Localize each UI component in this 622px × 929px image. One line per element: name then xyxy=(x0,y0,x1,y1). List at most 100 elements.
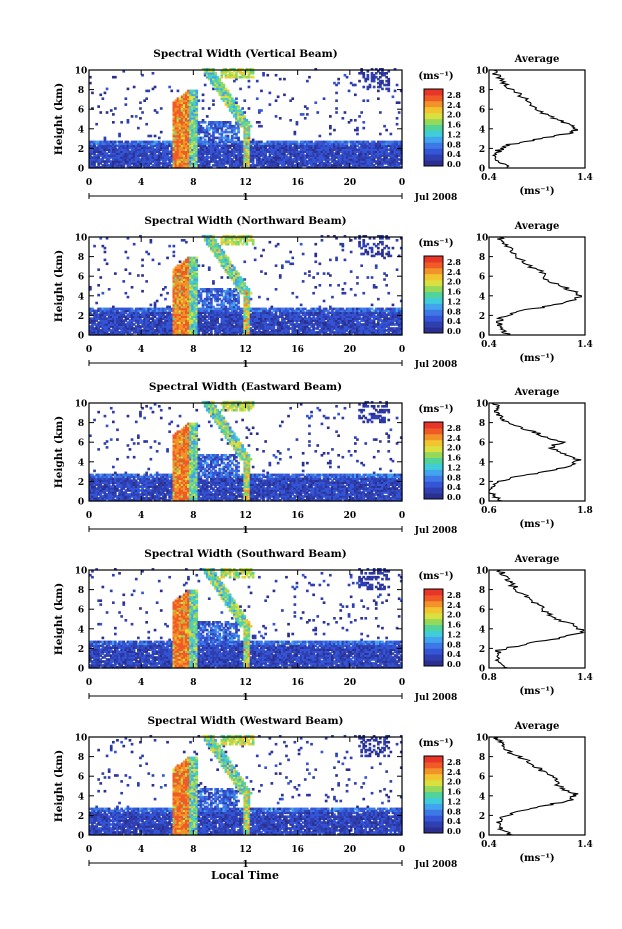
heatmap-cell xyxy=(260,140,263,144)
heatmap-cell xyxy=(297,152,301,155)
heatmap-cell xyxy=(199,150,203,153)
heatmap-cell xyxy=(337,166,340,169)
heatmap-cell xyxy=(385,166,388,169)
heatmap-cell xyxy=(393,154,397,157)
heatmap-cell xyxy=(324,146,328,149)
heatmap-cell xyxy=(174,160,178,163)
heatmap-cell xyxy=(222,156,226,159)
heatmap-cell xyxy=(239,115,242,118)
heatmap-cell xyxy=(126,140,130,144)
heatmap-cell xyxy=(189,95,192,99)
heatmap-cell xyxy=(174,126,178,130)
heatmap-cell xyxy=(245,119,249,122)
heatmap-cell xyxy=(233,162,236,165)
heatmap-cell xyxy=(310,152,313,155)
heatmap-cell xyxy=(109,144,113,148)
heatmap-cell xyxy=(218,150,222,153)
heatmap-cell xyxy=(143,152,146,155)
heatmap-cell xyxy=(122,164,126,167)
heatmap-cell xyxy=(391,164,395,167)
heatmap-cell xyxy=(324,156,328,159)
heatmap-cell xyxy=(389,156,393,159)
heatmap-cell xyxy=(249,152,253,155)
heatmap-cell xyxy=(199,152,203,155)
heatmap-cell xyxy=(393,144,397,148)
heatmap-cell xyxy=(159,158,163,161)
heatmap-cell xyxy=(393,156,397,159)
heatmap-cell xyxy=(226,162,230,165)
heatmap-cell xyxy=(153,156,157,159)
heatmap-cell xyxy=(314,152,318,155)
heatmap-cell xyxy=(101,291,105,295)
heatmap-cell xyxy=(210,124,213,128)
heatmap-cell xyxy=(260,150,263,153)
heatmap-cell xyxy=(218,142,222,146)
heatmap-cell xyxy=(318,144,322,148)
heatmap-cell xyxy=(258,109,261,112)
heatmap-cell xyxy=(366,152,370,155)
heatmap-cell xyxy=(337,154,340,157)
heatmap-cell xyxy=(99,166,103,169)
heatmap-cell xyxy=(247,136,251,140)
heatmap-cell xyxy=(264,160,267,163)
heatmap-cell xyxy=(205,132,209,136)
heatmap-cell xyxy=(239,162,242,165)
heatmap-cell xyxy=(143,148,146,151)
heatmap-cell xyxy=(124,158,128,161)
heatmap-cell xyxy=(220,91,224,95)
heatmap-cell xyxy=(166,162,169,165)
heatmap-cell xyxy=(379,162,382,165)
heatmap-cell xyxy=(312,142,315,146)
heatmap-cell xyxy=(281,144,284,148)
heatmap-cell xyxy=(351,146,355,149)
heatmap-cell xyxy=(255,152,259,155)
heatmap-cell xyxy=(212,136,215,140)
heatmap-cell xyxy=(239,158,242,161)
heatmap-cell xyxy=(159,107,163,110)
heatmap-cell xyxy=(303,162,307,165)
heatmap-cell xyxy=(149,142,153,146)
heatmap-cell xyxy=(220,70,224,73)
heatmap-cell xyxy=(224,93,228,97)
heatmap-cell xyxy=(91,146,94,149)
heatmap-cell xyxy=(258,156,261,159)
heatmap-cell xyxy=(249,146,253,149)
heatmap-cell xyxy=(191,130,194,134)
heatmap-cell xyxy=(95,122,98,126)
heatmap-cell xyxy=(193,152,196,155)
heatmap-cell xyxy=(230,166,234,169)
heatmap-cell xyxy=(203,73,207,77)
heatmap-cell xyxy=(159,293,163,297)
heatmap-cell xyxy=(222,162,226,165)
heatmap-cell xyxy=(168,152,171,155)
heatmap-cell xyxy=(199,121,203,124)
heatmap-cell xyxy=(224,91,228,95)
heatmap-cell xyxy=(235,73,238,77)
heatmap-cell xyxy=(278,144,282,148)
heatmap-cell xyxy=(174,138,178,142)
heatmap-cell xyxy=(157,166,161,169)
heatmap-cell xyxy=(187,130,190,134)
heatmap-cell xyxy=(141,264,144,267)
heatmap-cell xyxy=(308,142,311,146)
heatmap-cell xyxy=(293,156,297,159)
heatmap-cell xyxy=(264,162,267,165)
heatmap-cell xyxy=(364,150,368,153)
heatmap-cell xyxy=(239,140,242,144)
heatmap-cell xyxy=(303,156,307,159)
heatmap-cell xyxy=(278,160,282,163)
heatmap-cell xyxy=(197,152,201,155)
heatmap-cell xyxy=(189,132,192,136)
heatmap-cell xyxy=(218,126,222,130)
heatmap-cell xyxy=(383,154,386,157)
heatmap-cell xyxy=(118,156,121,159)
heatmap-cell xyxy=(95,156,98,159)
heatmap-cell xyxy=(235,75,238,79)
heatmap-cell xyxy=(266,160,270,163)
heatmap-cell xyxy=(241,166,244,169)
heatmap-cell xyxy=(116,150,119,153)
heatmap-cell xyxy=(176,136,180,140)
heatmap-cell xyxy=(203,70,207,73)
heatmap-cell xyxy=(379,79,382,83)
heatmap-cell xyxy=(187,152,190,155)
